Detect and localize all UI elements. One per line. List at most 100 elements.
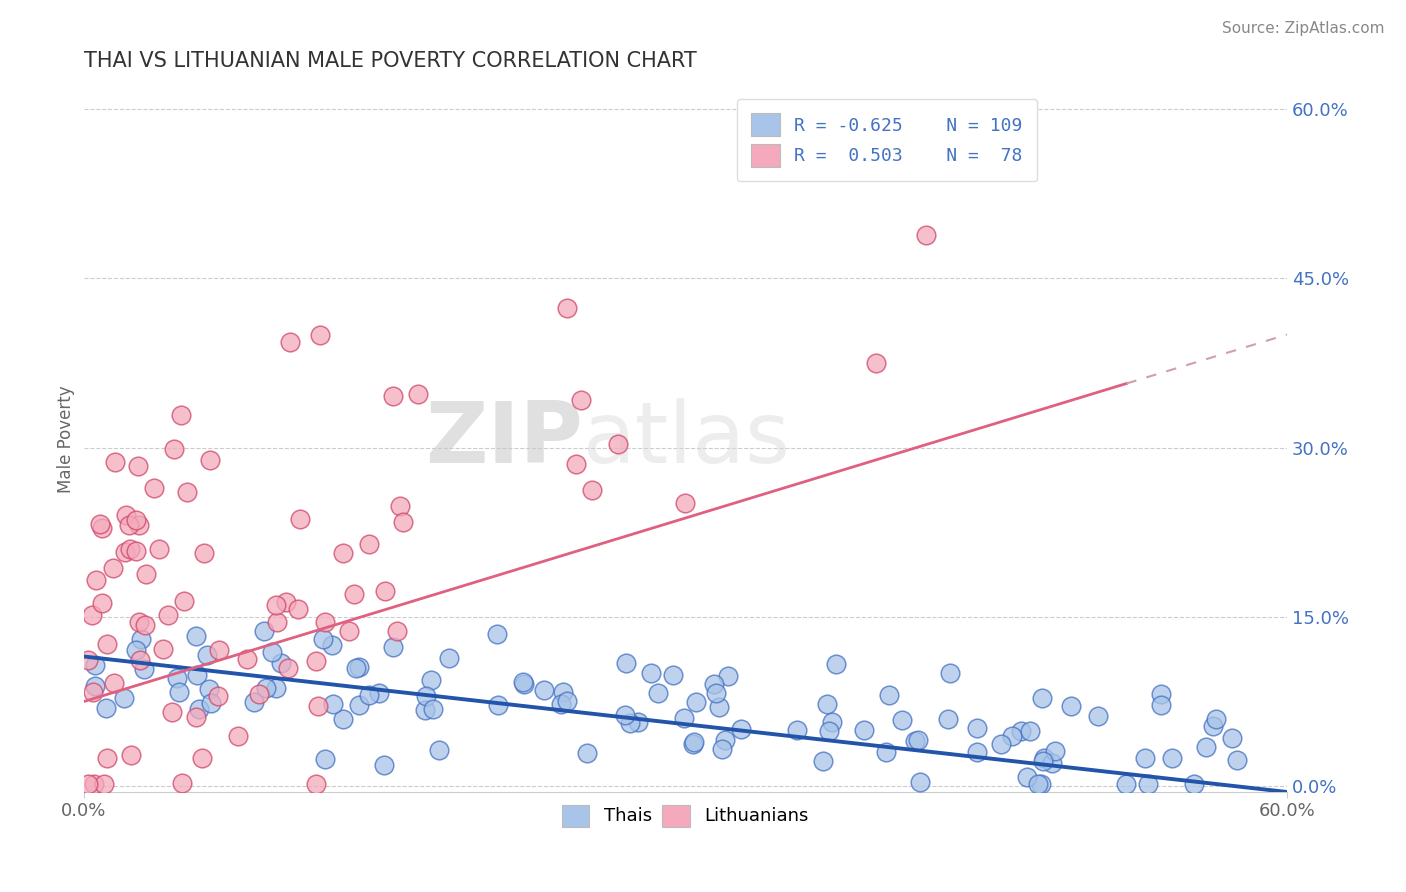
Point xyxy=(129,652,152,666)
Point xyxy=(163,442,186,456)
Point xyxy=(160,705,183,719)
Point xyxy=(91,596,114,610)
Point xyxy=(114,508,136,523)
Point xyxy=(811,754,834,768)
Point xyxy=(266,615,288,629)
Point xyxy=(415,690,437,704)
Point xyxy=(422,702,444,716)
Point xyxy=(96,751,118,765)
Point xyxy=(619,715,641,730)
Point xyxy=(278,335,301,350)
Point xyxy=(555,301,578,315)
Point xyxy=(170,408,193,422)
Point xyxy=(120,542,142,557)
Point xyxy=(131,632,153,646)
Point xyxy=(907,732,929,747)
Point xyxy=(207,689,229,703)
Point xyxy=(486,627,509,641)
Point xyxy=(1137,777,1160,791)
Point xyxy=(198,452,221,467)
Point xyxy=(581,483,603,497)
Point xyxy=(936,712,959,726)
Point xyxy=(195,648,218,662)
Point xyxy=(1201,719,1223,733)
Point xyxy=(682,737,704,751)
Point xyxy=(94,701,117,715)
Point xyxy=(262,645,284,659)
Point xyxy=(685,695,707,709)
Point xyxy=(877,688,900,702)
Point xyxy=(186,668,208,682)
Point xyxy=(1031,691,1053,706)
Point xyxy=(640,666,662,681)
Point xyxy=(614,708,637,723)
Point xyxy=(1029,777,1052,791)
Point xyxy=(1205,713,1227,727)
Point xyxy=(322,697,344,711)
Point xyxy=(385,624,408,639)
Point xyxy=(167,684,190,698)
Point xyxy=(1001,729,1024,743)
Point xyxy=(247,687,270,701)
Point xyxy=(124,513,146,527)
Point xyxy=(226,729,249,743)
Point xyxy=(1043,744,1066,758)
Point xyxy=(208,642,231,657)
Point xyxy=(184,629,207,643)
Point xyxy=(382,389,405,403)
Point xyxy=(84,679,107,693)
Point xyxy=(359,537,381,551)
Point xyxy=(437,651,460,665)
Point xyxy=(707,700,730,714)
Point xyxy=(135,567,157,582)
Point xyxy=(606,437,628,451)
Point xyxy=(413,703,436,717)
Point xyxy=(865,356,887,370)
Point xyxy=(904,734,927,748)
Point xyxy=(312,632,335,646)
Point xyxy=(381,640,404,655)
Point xyxy=(392,516,415,530)
Point xyxy=(198,682,221,697)
Point xyxy=(128,615,150,629)
Point xyxy=(1133,751,1156,765)
Point xyxy=(83,777,105,791)
Point xyxy=(1040,756,1063,770)
Point xyxy=(314,615,336,629)
Point xyxy=(84,573,107,587)
Point xyxy=(132,662,155,676)
Point xyxy=(117,517,139,532)
Point xyxy=(143,482,166,496)
Point xyxy=(1060,698,1083,713)
Point xyxy=(966,721,988,735)
Point xyxy=(96,637,118,651)
Point xyxy=(264,598,287,612)
Point xyxy=(101,561,124,575)
Text: atlas: atlas xyxy=(583,398,792,481)
Point xyxy=(304,777,326,791)
Point xyxy=(357,689,380,703)
Point xyxy=(1019,724,1042,739)
Point xyxy=(173,594,195,608)
Point xyxy=(288,512,311,526)
Point xyxy=(576,746,599,760)
Point xyxy=(1026,777,1049,791)
Y-axis label: Male Poverty: Male Poverty xyxy=(58,385,75,493)
Point xyxy=(388,500,411,514)
Point xyxy=(990,737,1012,751)
Point xyxy=(112,690,135,705)
Point xyxy=(82,685,104,699)
Point xyxy=(200,697,222,711)
Point xyxy=(1115,777,1137,791)
Point xyxy=(270,656,292,670)
Point xyxy=(134,617,156,632)
Point xyxy=(682,734,704,748)
Point xyxy=(188,702,211,716)
Point xyxy=(76,777,98,791)
Point xyxy=(569,392,592,407)
Point xyxy=(1220,731,1243,746)
Point xyxy=(253,624,276,639)
Point xyxy=(533,683,555,698)
Point xyxy=(875,745,897,759)
Point xyxy=(1032,754,1054,768)
